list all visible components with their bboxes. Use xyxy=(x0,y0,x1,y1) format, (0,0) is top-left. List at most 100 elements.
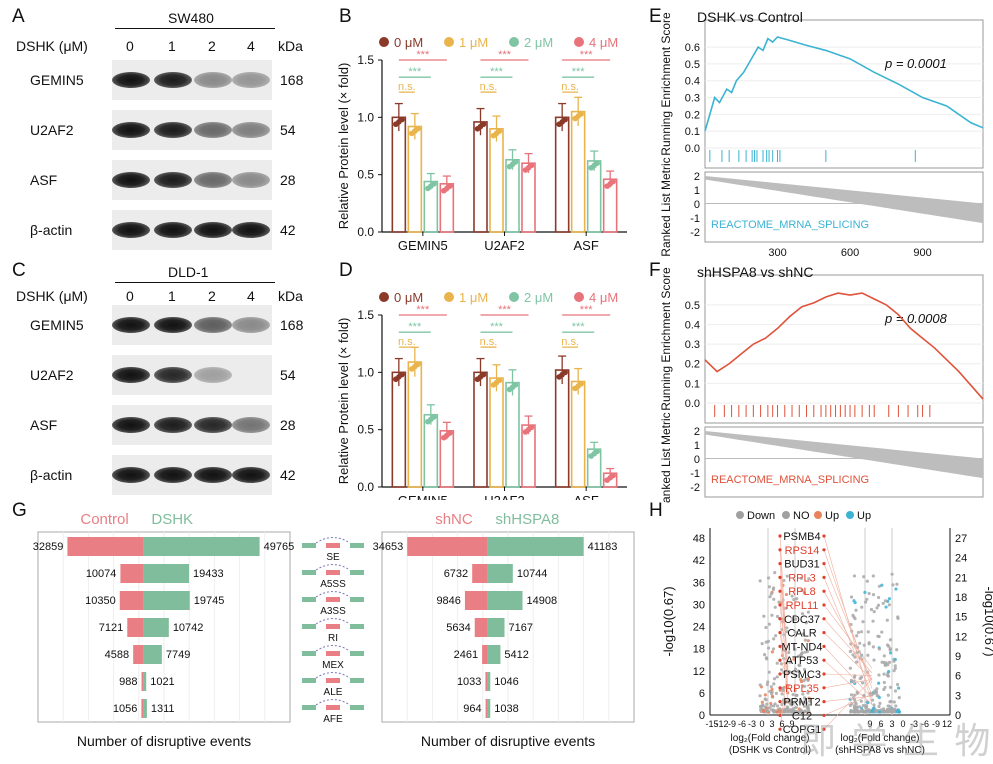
sig-label: *** xyxy=(416,49,430,61)
x-axis-label: log₂(Fold change) xyxy=(731,733,810,744)
y-tick-label: 3 xyxy=(955,690,961,702)
metric-tick-label: 0 xyxy=(694,199,700,211)
scatter-point xyxy=(871,706,876,711)
group1-label: Control xyxy=(80,511,128,528)
kda-value: 168 xyxy=(280,72,304,88)
legend-label: 0 μM xyxy=(394,290,423,305)
data-point xyxy=(496,128,503,134)
scatter-point xyxy=(803,638,807,642)
enrichment-line xyxy=(704,292,984,400)
scatter-point xyxy=(890,572,894,576)
scatter-point xyxy=(782,578,786,583)
scatter-point xyxy=(862,643,866,647)
exon xyxy=(350,651,364,656)
y-axis-label: Running Enrichment Score xyxy=(659,267,673,411)
x-tick-label: 9 xyxy=(789,719,794,729)
scatter-point xyxy=(854,660,859,664)
gene-label: CALR xyxy=(787,628,816,640)
scatter-point xyxy=(853,705,857,710)
exon xyxy=(302,678,316,683)
scatter-point xyxy=(785,574,789,578)
scatter-point xyxy=(848,649,853,654)
bar-chart-d: 0.0 0.5 1.0 1.5 Relative Protein level (× fo… xyxy=(336,290,627,500)
value-label: 41183 xyxy=(588,541,618,553)
y-axis-label: Running Enrichment Score xyxy=(659,12,673,156)
scatter-point xyxy=(858,641,862,645)
metric-tick-label: 2 xyxy=(694,426,700,438)
scatter-point xyxy=(886,704,890,708)
panel-label-e: E xyxy=(649,6,662,27)
blot-strip xyxy=(112,355,272,395)
data-point xyxy=(578,381,584,387)
protein-band xyxy=(112,417,150,433)
protein-band xyxy=(232,417,270,433)
x-tick-label: -9 xyxy=(728,719,736,729)
scatter-point xyxy=(773,605,777,609)
splice-arc xyxy=(315,564,351,571)
scatter-point xyxy=(874,709,878,713)
value-label: 19433 xyxy=(193,568,224,580)
scatter-point xyxy=(762,614,766,618)
scatter-point xyxy=(894,587,898,591)
value-label: 34653 xyxy=(373,541,404,553)
scatter-point xyxy=(888,647,892,651)
bar xyxy=(586,160,602,233)
scatter-point xyxy=(807,696,811,700)
scatter-point xyxy=(790,594,794,598)
value-label: 32859 xyxy=(33,541,64,553)
gene-label: RPL35 xyxy=(785,683,819,695)
scatter-point xyxy=(785,630,789,634)
protein-label: GEMIN5 xyxy=(30,72,84,88)
x-tick-label: 600 xyxy=(841,247,859,258)
scatter-point xyxy=(887,669,891,674)
y-axis-label: -log10(0.67) xyxy=(661,586,676,656)
cell-line-label: SW480 xyxy=(168,10,214,26)
scatter-point xyxy=(801,684,805,688)
scatter-point xyxy=(853,617,857,621)
bar xyxy=(473,121,488,233)
scatter-point xyxy=(888,651,893,655)
protein-label: β-actin xyxy=(30,467,73,483)
gene-marker xyxy=(822,658,826,662)
scatter-point xyxy=(804,701,808,705)
scatter-point xyxy=(784,592,789,597)
legend-label: 0 μM xyxy=(394,35,423,50)
gene-marker xyxy=(822,562,826,566)
splicing-events-g: Control DSHK 32859 49765 10074 19433 10350 1974… xyxy=(33,511,635,749)
x-tick-label: 600 xyxy=(841,502,859,503)
volcano-plot-h: Down NO Up Up061218243036424803691215182124… xyxy=(661,510,993,756)
sig-label: *** xyxy=(572,321,586,333)
bar xyxy=(554,116,570,233)
metric-tick-label: -1 xyxy=(690,468,700,480)
gene-marker xyxy=(778,617,782,621)
scatter-point xyxy=(861,703,865,708)
gene-label: RPL8 xyxy=(788,586,816,598)
scatter-point xyxy=(878,701,882,705)
scatter-point xyxy=(887,644,891,648)
blot-strip xyxy=(112,455,272,495)
data-point xyxy=(610,178,616,185)
scatter-point xyxy=(774,634,778,638)
event-label: RI xyxy=(328,633,338,644)
scatter-point xyxy=(881,709,885,713)
scatter-point xyxy=(800,588,804,593)
scatter-point xyxy=(794,705,798,710)
data-point xyxy=(528,162,535,169)
scatter-point xyxy=(858,705,862,709)
bar xyxy=(407,125,423,233)
scatter-point xyxy=(892,669,896,673)
bar-left xyxy=(119,591,144,610)
dose-label: 0 xyxy=(126,288,134,304)
scatter-point xyxy=(772,597,776,601)
scatter-point xyxy=(887,597,892,601)
y-tick-label: 12 xyxy=(955,631,967,643)
exon xyxy=(350,543,364,548)
leader-line xyxy=(823,591,873,680)
scatter-point xyxy=(865,579,869,583)
bar-left xyxy=(464,591,488,610)
scatter-point xyxy=(790,701,794,705)
geneset-label: REACTOME_MRNA_SPLICING xyxy=(711,219,869,231)
bar-left xyxy=(482,645,488,664)
x-tick-label: 12 xyxy=(942,719,952,729)
leader-line xyxy=(823,632,873,680)
